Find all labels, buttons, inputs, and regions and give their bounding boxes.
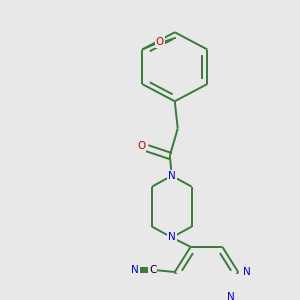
Text: N: N	[168, 232, 176, 242]
Text: N: N	[131, 265, 139, 275]
Text: C: C	[149, 265, 157, 275]
Text: N: N	[227, 292, 235, 300]
Text: O: O	[137, 141, 145, 151]
Text: O: O	[156, 37, 164, 47]
Text: N: N	[168, 171, 176, 181]
Text: N: N	[243, 267, 251, 277]
